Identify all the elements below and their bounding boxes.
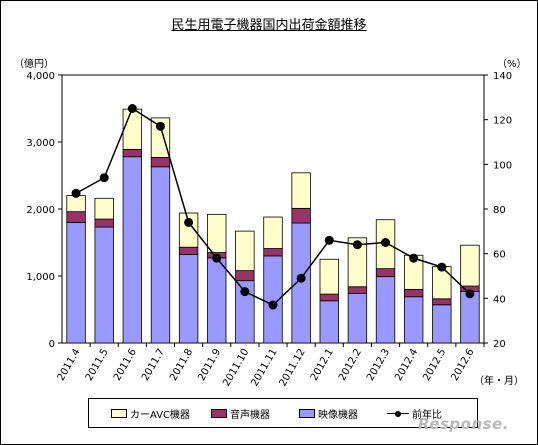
yoy-point — [381, 238, 391, 247]
bar-segment-car — [235, 230, 255, 272]
x-axis-tick-label: 2011.7 — [140, 347, 167, 383]
bar-segment-audio — [432, 298, 452, 306]
bar-segment-video — [150, 166, 171, 344]
bar-segment-video — [122, 156, 143, 344]
yoy-point — [155, 121, 165, 131]
x-axis-tick-label: 2012.5 — [421, 347, 448, 383]
x-axis-tick-label: 2012.3 — [365, 347, 392, 383]
left-axis-tick-label: 1,000 — [26, 272, 55, 283]
right-axis-unit: （%） — [497, 59, 527, 70]
yoy-point — [465, 289, 475, 299]
legend-label-video: 映像機器 — [318, 410, 358, 421]
right-axis-tick-label: 120 — [493, 116, 512, 127]
bar-segment-car — [291, 172, 311, 209]
chart-legend: カーAVC機器 音声機器 映像機器 前年比 — [88, 398, 478, 428]
yoy-point — [409, 253, 419, 263]
yoy-point — [127, 104, 137, 113]
yoy-point — [212, 253, 222, 263]
x-axis-unit: （年・月） — [474, 376, 524, 387]
legend-label-audio: 音声機器 — [230, 410, 270, 421]
yoy-point — [296, 273, 306, 283]
bar-segment-video — [291, 222, 311, 344]
x-axis-tick-label: 2012.6 — [450, 347, 477, 383]
legend-swatch-yoy — [387, 410, 409, 418]
bar-segment-audio — [375, 268, 396, 278]
yoy-point — [184, 217, 194, 227]
bar-segment-audio — [94, 218, 114, 228]
chart-title: 民生用電子機器国内出荷金額推移 — [171, 18, 367, 33]
x-axis-tick-label: 2012.4 — [393, 347, 420, 383]
legend-swatch-audio — [211, 409, 227, 418]
yoy-point — [240, 287, 250, 297]
yoy-point — [437, 262, 447, 272]
bar-segment-audio — [347, 286, 368, 294]
bar-segment-video — [347, 293, 368, 344]
bar-segment-audio — [403, 288, 424, 298]
bar-segment-car — [122, 108, 143, 150]
x-axis-tick-label: 2012.2 — [337, 347, 364, 383]
bar-segment-audio — [263, 248, 283, 257]
bar-segment-car — [150, 117, 171, 158]
bar-segment-car — [319, 258, 339, 295]
bar-segment-car — [460, 244, 480, 287]
left-axis-tick-label: 4,000 — [26, 71, 55, 82]
x-axis-tick-label: 2011.9 — [196, 347, 223, 383]
bar-segment-video — [319, 300, 339, 344]
bar-segment-video — [375, 276, 396, 344]
bar-segment-car — [347, 237, 368, 288]
bar-segment-car — [207, 213, 227, 253]
legend-item-yoy: 前年比 — [387, 406, 442, 421]
bar-segment-audio — [178, 246, 199, 255]
left-axis-tick-label: 2,000 — [26, 205, 55, 216]
right-axis-tick-label: 60 — [493, 250, 506, 261]
x-axis-tick-label: 2012.1 — [309, 347, 336, 383]
yoy-point — [71, 188, 81, 198]
left-axis-unit: （億円） — [14, 59, 54, 70]
bar-segment-video — [94, 226, 114, 344]
right-axis-tick-label: 100 — [493, 160, 512, 171]
legend-label-yoy: 前年比 — [412, 410, 442, 421]
yoy-point — [268, 300, 278, 310]
legend-swatch-car — [111, 409, 127, 418]
bar-segment-video — [403, 296, 424, 344]
bar-segment-video — [207, 257, 227, 344]
x-axis-tick-label: 2011.10 — [221, 347, 251, 388]
bar-segment-video — [178, 254, 199, 344]
x-axis-tick-label: 2011.4 — [56, 347, 83, 383]
bar-segment-video — [432, 304, 452, 344]
x-axis-tick-label: 2011.8 — [168, 347, 195, 383]
bar-segment-video — [460, 291, 480, 344]
bar-segment-audio — [150, 157, 171, 168]
x-axis-tick-label: 2011.12 — [278, 347, 308, 388]
watermark: Response. — [418, 415, 509, 433]
legend-item-audio: 音声機器 — [211, 406, 270, 421]
left-axis-tick-label: 3,000 — [26, 138, 55, 149]
x-axis-tick-label: 2011.11 — [249, 347, 279, 388]
bar-segment-audio — [122, 148, 143, 158]
bar-segment-car — [66, 195, 86, 213]
bar-segment-car — [263, 216, 283, 249]
legend-label-car: カーAVC機器 — [130, 410, 191, 421]
yoy-point — [352, 240, 362, 250]
bar-segment-audio — [235, 270, 255, 282]
right-axis-tick-label: 40 — [493, 294, 506, 305]
left-axis-tick-label: 0 — [49, 339, 55, 350]
right-axis-tick-label: 140 — [493, 71, 512, 82]
bar-segment-audio — [66, 211, 86, 223]
right-axis-tick-label: 20 — [493, 339, 506, 350]
bar-segment-audio — [291, 207, 311, 224]
legend-item-car: カーAVC機器 — [111, 406, 190, 421]
yoy-point — [324, 235, 334, 245]
bar-segment-audio — [319, 293, 339, 302]
legend-swatch-video — [299, 409, 315, 418]
right-axis-tick-label: 80 — [493, 205, 506, 216]
x-axis-tick-label: 2011.5 — [84, 347, 111, 383]
bar-segment-car — [178, 212, 199, 248]
x-axis-tick-label: 2011.6 — [112, 347, 139, 383]
bar-segment-car — [94, 197, 114, 220]
legend-item-video: 映像機器 — [299, 406, 358, 421]
bar-segment-video — [66, 221, 86, 344]
yoy-point — [99, 173, 109, 183]
